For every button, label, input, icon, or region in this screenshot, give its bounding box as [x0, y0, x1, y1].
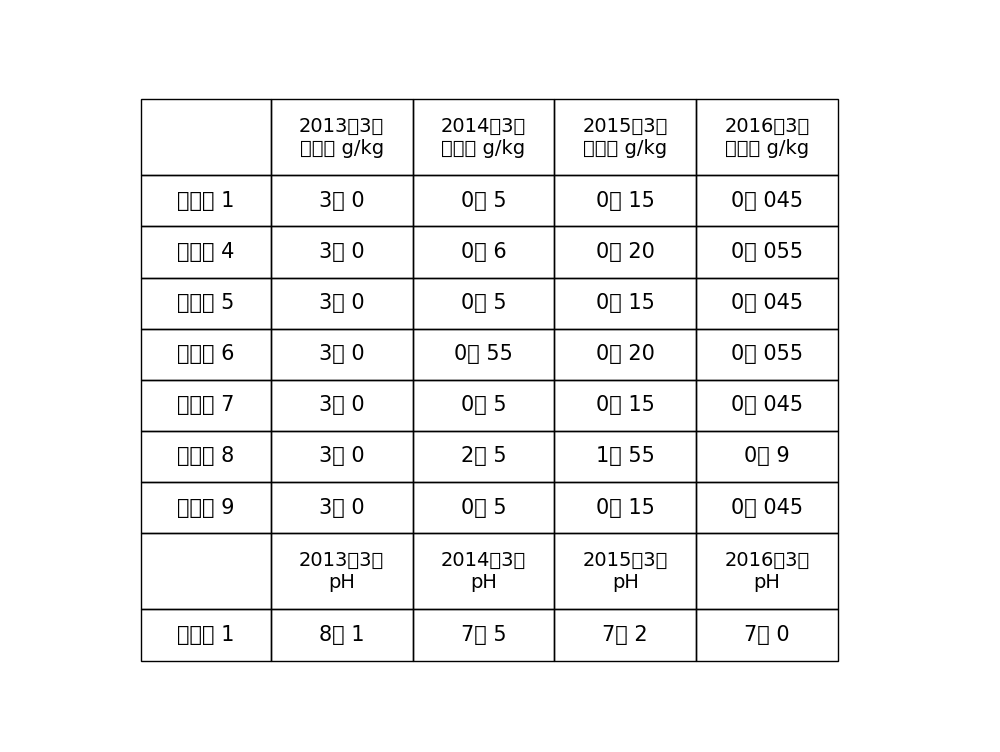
Bar: [413, 99, 554, 175]
Text: 0． 055: 0． 055: [731, 242, 803, 262]
Text: 0． 055: 0． 055: [731, 344, 803, 364]
Text: 2014年3月
含盐量 g/kg: 2014年3月 含盐量 g/kg: [441, 117, 526, 158]
Text: 2014年3月
pH: 2014年3月 pH: [441, 550, 526, 592]
Text: 3． 0: 3． 0: [319, 191, 364, 211]
Bar: [696, 609, 838, 660]
Text: 2015年3月
含盐量 g/kg: 2015年3月 含盐量 g/kg: [583, 117, 668, 158]
Bar: [413, 533, 554, 609]
Text: 实施例 1: 实施例 1: [177, 625, 234, 645]
Bar: [271, 277, 413, 329]
Text: 实施例 7: 实施例 7: [177, 396, 234, 415]
Bar: [554, 533, 696, 609]
Text: 2013年3月
含盐量 g/kg: 2013年3月 含盐量 g/kg: [299, 117, 384, 158]
Bar: [140, 175, 271, 226]
Text: 3． 0: 3． 0: [319, 242, 364, 262]
Bar: [140, 99, 271, 175]
Text: 实施例 8: 实施例 8: [177, 447, 234, 466]
Text: 3． 0: 3． 0: [319, 344, 364, 364]
Bar: [271, 533, 413, 609]
Bar: [271, 226, 413, 277]
Bar: [140, 380, 271, 431]
Bar: [271, 431, 413, 482]
Text: 0． 15: 0． 15: [596, 396, 655, 415]
Bar: [140, 226, 271, 277]
Text: 0． 045: 0． 045: [731, 191, 803, 211]
Bar: [140, 482, 271, 533]
Text: 0． 9: 0． 9: [744, 447, 790, 466]
Bar: [271, 329, 413, 380]
Bar: [696, 175, 838, 226]
Text: 1． 55: 1． 55: [596, 447, 655, 466]
Bar: [554, 226, 696, 277]
Text: 实施例 5: 实施例 5: [177, 293, 234, 313]
Bar: [696, 226, 838, 277]
Bar: [140, 329, 271, 380]
Bar: [554, 277, 696, 329]
Bar: [271, 609, 413, 660]
Bar: [413, 277, 554, 329]
Bar: [554, 482, 696, 533]
Text: 0． 20: 0． 20: [596, 344, 655, 364]
Bar: [413, 329, 554, 380]
Text: 8． 1: 8． 1: [319, 625, 364, 645]
Text: 实施例 6: 实施例 6: [177, 344, 234, 364]
Text: 2016年3月
pH: 2016年3月 pH: [724, 550, 810, 592]
Bar: [140, 277, 271, 329]
Text: 2015年3月
pH: 2015年3月 pH: [583, 550, 668, 592]
Text: 0． 5: 0． 5: [461, 191, 506, 211]
Text: 0． 15: 0． 15: [596, 191, 655, 211]
Bar: [413, 609, 554, 660]
Bar: [413, 175, 554, 226]
Text: 3． 0: 3． 0: [319, 293, 364, 313]
Text: 实施例 1: 实施例 1: [177, 191, 234, 211]
Text: 3． 0: 3． 0: [319, 498, 364, 517]
Bar: [140, 609, 271, 660]
Text: 3． 0: 3． 0: [319, 447, 364, 466]
Text: 7． 2: 7． 2: [602, 625, 648, 645]
Text: 0． 045: 0． 045: [731, 498, 803, 517]
Bar: [696, 431, 838, 482]
Bar: [413, 226, 554, 277]
Text: 0． 5: 0． 5: [461, 293, 506, 313]
Text: 0． 15: 0． 15: [596, 293, 655, 313]
Bar: [271, 99, 413, 175]
Text: 0． 15: 0． 15: [596, 498, 655, 517]
Bar: [696, 482, 838, 533]
Text: 0． 5: 0． 5: [461, 396, 506, 415]
Text: 0． 045: 0． 045: [731, 396, 803, 415]
Bar: [554, 329, 696, 380]
Bar: [554, 431, 696, 482]
Text: 0． 5: 0． 5: [461, 498, 506, 517]
Bar: [413, 482, 554, 533]
Bar: [696, 99, 838, 175]
Bar: [696, 329, 838, 380]
Text: 2． 5: 2． 5: [461, 447, 506, 466]
Text: 实施例 4: 实施例 4: [177, 242, 234, 262]
Bar: [554, 380, 696, 431]
Bar: [554, 609, 696, 660]
Bar: [140, 533, 271, 609]
Bar: [271, 175, 413, 226]
Bar: [413, 431, 554, 482]
Bar: [140, 431, 271, 482]
Text: 0． 55: 0． 55: [454, 344, 513, 364]
Text: 0． 20: 0． 20: [596, 242, 655, 262]
Bar: [554, 175, 696, 226]
Bar: [696, 277, 838, 329]
Text: 3． 0: 3． 0: [319, 396, 364, 415]
Text: 0． 045: 0． 045: [731, 293, 803, 313]
Bar: [271, 482, 413, 533]
Text: 0． 6: 0． 6: [461, 242, 506, 262]
Text: 7． 0: 7． 0: [744, 625, 790, 645]
Bar: [554, 99, 696, 175]
Bar: [696, 380, 838, 431]
Bar: [413, 380, 554, 431]
Bar: [271, 380, 413, 431]
Text: 2013年3月
pH: 2013年3月 pH: [299, 550, 384, 592]
Text: 2016年3月
含盐量 g/kg: 2016年3月 含盐量 g/kg: [724, 117, 810, 158]
Text: 实施例 9: 实施例 9: [177, 498, 234, 517]
Bar: [696, 533, 838, 609]
Text: 7． 5: 7． 5: [461, 625, 506, 645]
